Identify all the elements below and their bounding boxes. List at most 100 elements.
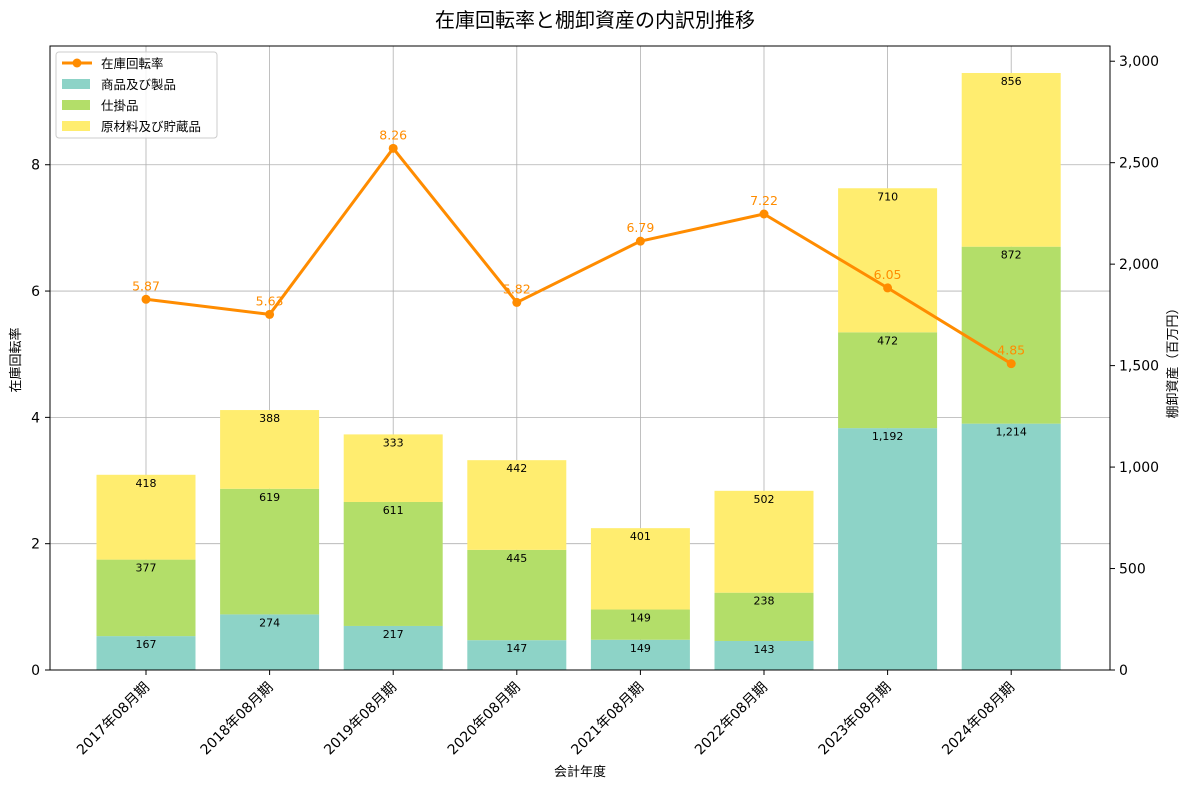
turnover-point: [1006, 359, 1016, 369]
bar-value-label: 619: [259, 491, 280, 504]
x-tick-label: 2024年08月期: [939, 680, 1018, 759]
bar-segment: [590, 639, 690, 670]
legend-box: [55, 51, 218, 139]
bar-value-label: 238: [754, 595, 775, 608]
turnover-value-label: 5.63: [256, 293, 284, 308]
bar-segment: [467, 460, 567, 550]
bar-segment: [343, 625, 443, 670]
y-right-tick-label: 2,000: [1119, 257, 1159, 273]
turnover-value-label: 5.87: [132, 278, 160, 293]
turnover-point: [883, 283, 893, 293]
bar-segment: [961, 72, 1061, 247]
y-axis-right-label: 棚卸資産（百万円）: [1165, 301, 1181, 418]
y-right-tick-label: 1,000: [1119, 460, 1159, 476]
turnover-point: [759, 209, 769, 219]
y-left-tick-label: 6: [31, 284, 40, 300]
bar-value-label: 377: [136, 562, 157, 575]
legend-line-marker: [72, 58, 82, 68]
bar-value-label: 143: [754, 643, 775, 656]
bar-value-label: 1,214: [995, 426, 1027, 439]
bar-segment: [220, 488, 320, 615]
x-tick-label: 2018年08月期: [198, 680, 277, 759]
x-axis-label: 会計年度: [554, 764, 606, 780]
legend-swatch: [62, 121, 90, 131]
turnover-value-label: 4.85: [997, 343, 1025, 358]
x-tick-label: 2022年08月期: [692, 680, 771, 759]
legend-label: 原材料及び貯蔵品: [101, 119, 201, 134]
y-right-tick-label: 3,000: [1119, 54, 1159, 70]
bar-segment: [343, 501, 443, 626]
bar-value-label: 418: [136, 477, 157, 490]
bar-segment: [96, 636, 196, 670]
y-right-tick-label: 1,500: [1119, 359, 1159, 375]
bar-value-label: 167: [136, 638, 157, 651]
bars: [96, 72, 1061, 670]
bar-value-label: 217: [383, 628, 404, 641]
bar-value-label: 1,192: [872, 430, 904, 443]
bar-value-label: 333: [383, 436, 404, 449]
turnover-point: [635, 236, 645, 246]
y-left-tick-label: 8: [31, 158, 40, 174]
bar-segment: [590, 609, 690, 640]
x-tick-label: 2020年08月期: [445, 680, 524, 759]
bar-segment: [838, 332, 938, 429]
bar-value-label: 611: [383, 504, 404, 517]
bar-segment: [961, 246, 1061, 424]
bar-value-label: 502: [754, 493, 775, 506]
turnover-value-label: 8.26: [379, 127, 407, 142]
turnover-value-label: 7.22: [750, 193, 778, 208]
turnover-point: [512, 297, 522, 307]
bar-value-label: 147: [506, 642, 527, 655]
bar-segment: [220, 614, 320, 670]
turnover-value-label: 5.82: [503, 281, 531, 296]
turnover-point: [265, 309, 275, 319]
bar-segment: [714, 490, 814, 593]
turnover-point: [141, 294, 151, 304]
bar-segment: [343, 434, 443, 502]
bar-segment: [714, 640, 814, 670]
chart-title: 在庫回転率と棚卸資産の内訳別推移: [435, 8, 755, 32]
bar-segment: [961, 423, 1061, 670]
bar-value-label: 388: [259, 412, 280, 425]
bar-labels: 167 377 418 274 619 388 217 611 333 147 445 442 149 1…: [136, 75, 1027, 656]
y-left-tick-label: 4: [31, 410, 40, 426]
turnover-value-label: 6.79: [626, 220, 654, 235]
legend-label: 商品及び製品: [101, 77, 176, 92]
bar-value-label: 274: [259, 616, 280, 629]
bar-segment: [220, 410, 320, 489]
plot-frame: [49, 45, 1111, 671]
x-tick-label: 2017年08月期: [74, 680, 153, 759]
bar-value-label: 872: [1001, 249, 1022, 262]
bar-value-label: 401: [630, 530, 651, 543]
y-axis-left-label: 在庫回転率: [8, 327, 24, 392]
legend-swatch: [62, 79, 90, 89]
legend-swatch: [62, 100, 90, 110]
x-tick-label: 2021年08月期: [568, 680, 647, 759]
legend-label: 仕掛品: [101, 98, 139, 113]
legend-label: 在庫回転率: [101, 56, 164, 71]
turnover-value-label: 6.05: [874, 267, 902, 282]
bar-segment: [96, 559, 196, 637]
bar-value-label: 445: [506, 552, 527, 565]
bar-value-label: 472: [877, 334, 898, 347]
bar-value-label: 856: [1001, 75, 1022, 88]
y-right-tick-label: 500: [1119, 562, 1146, 578]
bar-segment: [838, 428, 938, 670]
bar-value-label: 149: [630, 612, 651, 625]
bar-value-label: 710: [877, 190, 898, 203]
turnover-point: [388, 143, 398, 153]
y-left-tick-label: 2: [31, 537, 40, 553]
bar-segment: [590, 528, 690, 610]
bar-segment: [467, 549, 567, 641]
y-right-tick-label: 2,500: [1119, 156, 1159, 172]
grid: [50, 46, 1110, 670]
bar-segment: [96, 474, 196, 560]
turnover-line: [145, 146, 1012, 365]
y-right-tick-label: 0: [1119, 663, 1128, 679]
x-tick-label: 2019年08月期: [321, 680, 400, 759]
y-left-tick-label: 0: [31, 663, 40, 679]
bar-segment: [714, 592, 814, 641]
bar-value-label: 442: [506, 462, 527, 475]
